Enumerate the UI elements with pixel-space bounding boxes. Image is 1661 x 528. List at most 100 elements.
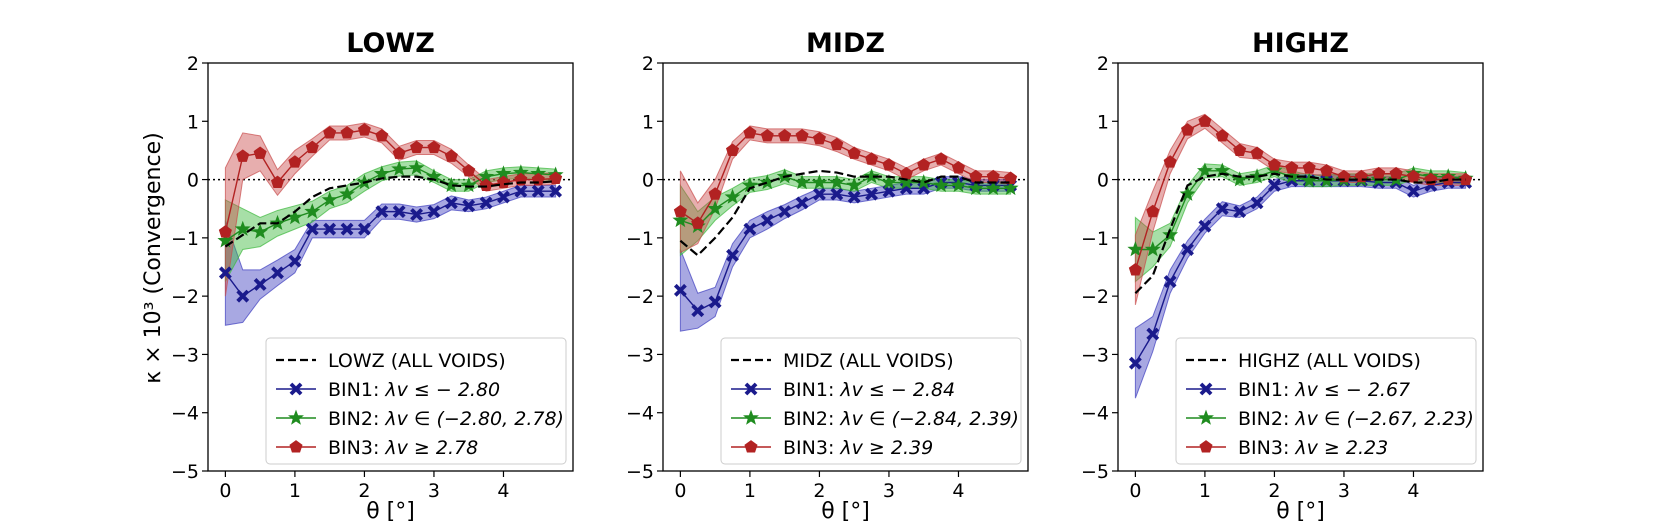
y-tick-label: −3 xyxy=(626,344,654,366)
legend-label: BIN2: λv ∈ (−2.84, 2.39) xyxy=(783,408,1019,430)
bin3-point xyxy=(1233,143,1247,156)
legend-box xyxy=(265,337,567,465)
bin1-point xyxy=(795,196,809,210)
bin2-point xyxy=(234,220,251,236)
bin2-point xyxy=(339,185,355,201)
x-tick-label: 4 xyxy=(1407,480,1419,502)
x-tick-label: 3 xyxy=(883,480,895,502)
bin3-point xyxy=(830,137,844,151)
bin3-point xyxy=(305,140,319,154)
bin1-point xyxy=(549,184,563,198)
all-voids-line xyxy=(224,175,556,248)
bin3-point xyxy=(218,225,232,238)
bin2-point xyxy=(1231,171,1248,187)
y-tick-label: −2 xyxy=(171,286,199,308)
y-axis-label: κ × 10³ (Convergence) xyxy=(141,132,166,383)
bin1-point xyxy=(253,278,267,291)
bin2-point xyxy=(811,174,828,190)
bin1-point xyxy=(375,205,389,219)
bin2-point xyxy=(1196,162,1213,178)
y-tick-label: 1 xyxy=(187,111,199,133)
x-tick-label: 4 xyxy=(497,480,509,502)
y-tick-label: −5 xyxy=(171,461,199,483)
bin1-point xyxy=(847,190,861,204)
legend-label: BIN2: λv ∈ (−2.80, 2.78) xyxy=(328,408,564,430)
bin3-point xyxy=(375,128,389,142)
all-voids-line xyxy=(1134,172,1466,295)
legend-marker-bin3 xyxy=(289,440,303,453)
bin1-point xyxy=(830,187,844,201)
bin1-point xyxy=(1407,184,1420,198)
legend-label: BIN2: λv ∈ (−2.67, 2.23) xyxy=(1238,408,1474,430)
panel-title: LOWZ xyxy=(346,28,435,59)
bin1-point xyxy=(1250,196,1264,210)
bin2-point xyxy=(950,177,967,193)
bin3-point xyxy=(1163,155,1177,168)
y-tick-label: 0 xyxy=(642,170,654,192)
bin2-point xyxy=(863,168,880,184)
x-tick-label: 3 xyxy=(428,480,440,502)
legend-marker-bin3 xyxy=(1199,440,1213,453)
bin3-point xyxy=(1285,161,1299,174)
x-tick-label: 2 xyxy=(1268,480,1280,502)
bin2-point xyxy=(846,177,863,193)
bin3-point xyxy=(673,204,687,218)
x-tick-label: 1 xyxy=(1199,480,1211,502)
legend-marker-bin1 xyxy=(1199,382,1213,396)
bin2-point xyxy=(794,174,810,190)
bin1-point xyxy=(691,304,705,318)
bin3-point xyxy=(1146,204,1160,218)
x-tick-label: 1 xyxy=(744,480,756,502)
bin1-point xyxy=(1146,327,1160,341)
bin3-point xyxy=(479,178,493,191)
bin3-point xyxy=(1302,161,1316,174)
bin3-point xyxy=(392,146,406,159)
bin3-point xyxy=(1320,163,1334,177)
x-tick-label: 1 xyxy=(289,480,301,502)
bin1-point xyxy=(1128,356,1142,370)
bin3-point xyxy=(1406,169,1421,183)
bin2-point xyxy=(1249,168,1265,184)
y-tick-label: −3 xyxy=(1081,344,1109,366)
bin1-point xyxy=(760,213,774,227)
bin2-point xyxy=(460,177,477,193)
bin1-point xyxy=(323,222,337,236)
bin1-point xyxy=(497,190,510,204)
legend-box xyxy=(1175,337,1477,465)
bin3-point xyxy=(462,163,476,177)
y-tick-label: −5 xyxy=(626,461,654,483)
y-tick-label: −1 xyxy=(626,228,654,250)
bin3-point xyxy=(323,126,337,139)
y-tick-label: −1 xyxy=(171,228,199,250)
bin2-point xyxy=(217,232,234,248)
bin1-point xyxy=(392,205,406,219)
bin2-point xyxy=(321,191,338,207)
bin3-point xyxy=(1215,128,1229,142)
bin1-point xyxy=(410,208,423,221)
legend-marker-bin2 xyxy=(743,409,759,425)
bin1-error-band xyxy=(224,184,557,326)
y-tick-label: −2 xyxy=(1081,286,1109,308)
bin1-point xyxy=(514,184,528,198)
bin3-point xyxy=(1128,263,1142,276)
x-tick-label: 0 xyxy=(1129,480,1141,502)
x-axis-label: θ [°] xyxy=(1276,499,1325,524)
y-tick-label: −4 xyxy=(626,403,654,425)
legend: HIGHZ (ALL VOIDS) BIN1: λv ≤ − 2.67 BIN2: … xyxy=(1175,337,1477,465)
bin3-point xyxy=(951,161,966,174)
axes-frame xyxy=(207,62,574,472)
bin2-point xyxy=(933,177,950,193)
y-tick-label: −4 xyxy=(171,403,199,425)
bin1-point xyxy=(1233,205,1247,219)
bin2-point xyxy=(304,203,321,219)
bin1-point xyxy=(778,205,792,219)
bin1-point xyxy=(462,199,476,213)
legend-label: BIN1: λv ≤ − 2.84 xyxy=(783,379,955,401)
bin2-point xyxy=(373,165,390,181)
bin3-error-band xyxy=(224,122,557,297)
bin1-point xyxy=(1163,275,1177,288)
legend-box xyxy=(720,337,1022,465)
legend-label: BIN3: λv ≥ 2.39 xyxy=(783,437,933,459)
panel-midz: MIDZ −5 −4 −3 −2 −1 0 1 2 0 1 2 3 4 θ [°] MIDZ (ALL VOI… xyxy=(626,28,1029,524)
